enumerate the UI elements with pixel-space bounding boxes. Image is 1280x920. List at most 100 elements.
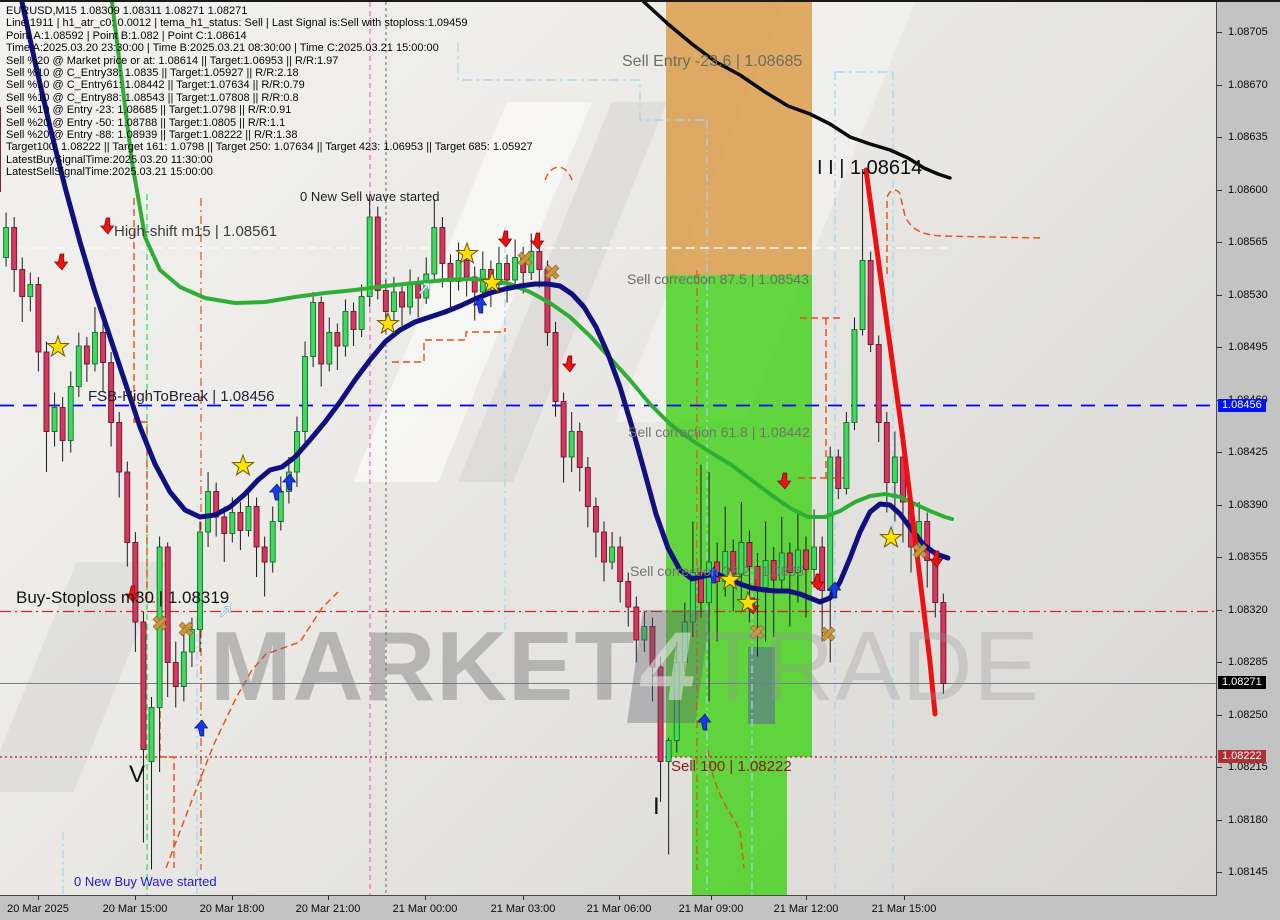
time-tick-mark: [38, 896, 39, 900]
price-tick-label: 1.08495: [1228, 341, 1268, 353]
candle-bullish: [778, 552, 785, 581]
time-tick-label: 20 Mar 21:00: [295, 903, 361, 915]
time-tick-label: 21 Mar 12:00: [773, 903, 839, 915]
price-tick-label: 1.08355: [1228, 551, 1268, 563]
candle-bullish: [51, 407, 58, 432]
candle-bearish: [875, 344, 882, 423]
price-tick-mark: [1217, 504, 1222, 506]
chart-canvas[interactable]: ↗ ↗ MARKET4TRADE EURUSD,M15 1.08309 1.083…: [0, 2, 1217, 896]
candle-bullish: [188, 629, 195, 653]
channel-path-orange: [392, 328, 506, 363]
channel-path-orange: [544, 166, 573, 181]
price-tick-label: 1.08705: [1228, 26, 1268, 38]
sell-signal-arrow-icon: [124, 585, 140, 603]
candle-bearish: [536, 251, 543, 270]
time-axis[interactable]: 20 Mar 2025 20 Mar 15:00 20 Mar 18:00 20 Ma…: [0, 896, 1280, 920]
candle-bearish: [576, 431, 583, 468]
candle-bullish: [423, 273, 430, 299]
candle-bearish: [318, 302, 325, 365]
price-tick-label: 1.08635: [1228, 131, 1268, 143]
candle-bearish: [11, 227, 18, 270]
info-line-1: Line:1911 | h1_atr_c0: 0.0012 | tema_h1_…: [6, 17, 468, 30]
candle-bearish: [35, 284, 42, 353]
price-tick-label: 1.08600: [1228, 183, 1268, 196]
sell-signal-arrow-icon: [776, 472, 792, 490]
time-tick-mark: [806, 896, 807, 900]
closed-signal-x-icon: [544, 264, 560, 280]
candle-bullish: [811, 546, 818, 570]
price-tick-mark: [1217, 452, 1222, 453]
price-tick-label: 1.08390: [1228, 498, 1268, 511]
candle-bearish: [463, 260, 470, 278]
info-line-10: Sell %20 @ Entry -88: 1.08939 || Target:…: [6, 129, 298, 142]
price-tick-mark: [1217, 84, 1222, 86]
price-axis[interactable]: 1.08705 1.08670 1.08635 1.08600 1.08565 1.085…: [1217, 2, 1280, 896]
star-signal-icon: [480, 270, 504, 294]
price-tick-mark: [1217, 32, 1222, 33]
price-tick-mark: [1217, 767, 1222, 768]
candle-bearish: [649, 626, 656, 668]
price-tick-mark: [1217, 609, 1222, 611]
candle-bullish: [762, 560, 769, 588]
buy-signal-arrow-icon: [472, 296, 488, 314]
candle-bearish: [382, 290, 389, 312]
buy-signal-arrow-icon: [696, 713, 712, 731]
price-chart-plot[interactable]: ↗↗: [0, 2, 1216, 895]
candle-bearish: [617, 546, 624, 582]
candle-bearish: [124, 471, 131, 543]
price-tick-mark: [1217, 242, 1222, 243]
candle-bullish: [390, 291, 397, 312]
candle-bullish: [326, 332, 333, 365]
sell-signal-arrow-icon: [99, 217, 115, 235]
star-signal-icon: [455, 241, 479, 265]
candle-bearish: [164, 546, 171, 663]
tema-black-line: [642, 2, 952, 180]
candle-bearish: [730, 551, 737, 575]
v-mark-label: V: [129, 761, 146, 788]
price-tick-mark: [1217, 189, 1222, 191]
i-mark-label: I: [653, 793, 660, 820]
candle-bullish: [851, 329, 858, 423]
price-tick-mark: [1217, 872, 1222, 873]
candle-bullish: [229, 512, 236, 534]
candle-bullish: [843, 422, 850, 489]
candle-bearish: [552, 332, 559, 402]
info-line-0: EURUSD,M15 1.08309 1.08311 1.08271 1.082…: [6, 5, 248, 17]
candle-bullish: [67, 386, 74, 441]
candle-bearish: [0, 107, 1, 192]
ma-navy-line: [19, 2, 951, 605]
closed-signal-x-icon: [820, 626, 836, 642]
candle-bearish: [399, 291, 405, 308]
time-tick-label: 20 Mar 18:00: [199, 903, 265, 915]
indicator-info-panel: EURUSD,M15 1.08309 1.08311 1.08271 1.082…: [6, 5, 533, 179]
candle-bullish: [310, 302, 317, 357]
price-tick-label: 1.08565: [1228, 236, 1268, 248]
candle-bearish: [803, 549, 809, 570]
candle-bearish: [560, 401, 567, 458]
time-tick-mark: [425, 896, 426, 900]
closed-signal-x-icon: [517, 251, 533, 267]
price-tick-mark: [1217, 819, 1222, 821]
candle-bullish: [245, 506, 252, 531]
candle-bearish: [592, 506, 599, 533]
candle-bullish: [859, 260, 866, 330]
closed-signal-x-icon: [912, 543, 928, 559]
sell-signal-arrow-icon: [53, 253, 69, 271]
price-tick-label: 1.08530: [1228, 288, 1268, 301]
price-tick-label: 1.08145: [1228, 866, 1268, 878]
candle-bullish: [302, 356, 308, 432]
candle-bullish: [269, 521, 276, 563]
wave-box-path: [457, 42, 707, 121]
star-signal-icon: [46, 334, 70, 358]
candle-bearish: [471, 276, 478, 293]
star-signal-icon: [231, 453, 255, 477]
time-tick-mark: [619, 896, 620, 900]
time-tick-label: 20 Mar 2025: [7, 903, 69, 915]
price-tick-mark: [1217, 662, 1222, 663]
time-tick-label: 20 Mar 15:00: [102, 903, 168, 915]
info-line-13: LatestSellSignalTime:2025.03.21 15:00:00: [6, 166, 213, 179]
candle-bullish: [568, 431, 575, 458]
candle-bearish: [883, 422, 890, 483]
candle-bearish: [172, 662, 179, 687]
info-line-3: Time A:2025.03.20 23:30:00 | Time B:2025…: [6, 42, 439, 55]
